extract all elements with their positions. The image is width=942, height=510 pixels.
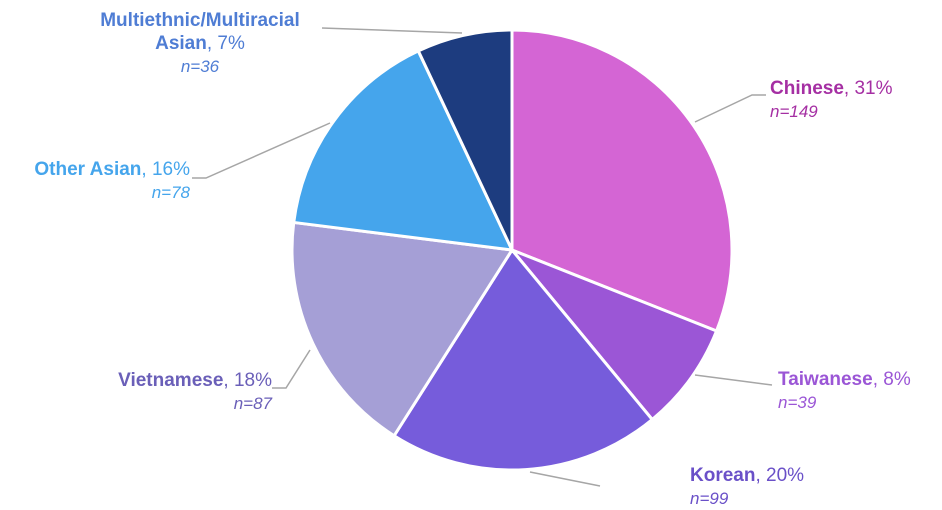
separator: ,: [206, 33, 218, 54]
pie-slice: [416, 28, 514, 252]
percent-label: 8%: [883, 369, 911, 390]
category-name: Vietnamese: [118, 370, 224, 391]
leader-line: [694, 94, 766, 123]
percent-label: 18%: [233, 370, 272, 391]
label-line: Taiwanese, 8%: [778, 368, 942, 391]
label-line: Chinese, 31%: [770, 77, 930, 100]
slice-label: Taiwanese, 8% n=39: [778, 368, 942, 414]
category-name: Taiwanese: [778, 369, 873, 390]
category-name: Multiethnic/Multiracial Asian: [100, 10, 300, 54]
slice-label: Vietnamese, 18% n=87: [88, 369, 272, 415]
slice-label: Other Asian, 16% n=78: [8, 158, 190, 204]
percent-label: 31%: [854, 78, 893, 99]
n-label: n=78: [151, 183, 190, 202]
n-label: n=87: [233, 394, 272, 413]
separator: ,: [872, 369, 884, 390]
pie-slice: [510, 248, 719, 422]
n-label: n=99: [690, 489, 729, 508]
pie-slice: [292, 49, 514, 252]
label-line: Other Asian, 16%: [8, 158, 190, 181]
pie-slice: [392, 248, 654, 472]
leader-line: [694, 374, 773, 386]
slice-label: Korean, 20% n=99: [690, 464, 840, 510]
label-line: Korean, 20%: [690, 464, 840, 487]
label-line: Vietnamese, 18%: [88, 369, 272, 392]
percent-label: 16%: [151, 159, 190, 180]
separator: ,: [141, 159, 152, 180]
slice-label: Multiethnic/Multiracial Asian, 7% n=36: [75, 9, 325, 78]
label-line: Multiethnic/Multiracial Asian, 7%: [75, 9, 325, 55]
category-name: Chinese: [770, 78, 844, 99]
separator: ,: [755, 465, 767, 486]
n-label: n=36: [180, 57, 220, 76]
category-name: Other Asian: [34, 159, 142, 180]
leader-line: [192, 122, 331, 179]
pie-slice: [290, 220, 514, 438]
category-name: Korean: [690, 465, 756, 486]
leader-line: [529, 471, 601, 487]
n-label: n=39: [778, 393, 817, 412]
slice-label: Chinese, 31% n=149: [770, 77, 930, 123]
pie-slice: [510, 28, 734, 333]
leader-line: [272, 349, 311, 389]
separator: ,: [223, 370, 234, 391]
leader-line: [321, 27, 463, 34]
separator: ,: [843, 78, 855, 99]
percent-label: 20%: [766, 465, 805, 486]
n-label: n=149: [770, 102, 818, 121]
percent-label: 7%: [217, 33, 245, 54]
